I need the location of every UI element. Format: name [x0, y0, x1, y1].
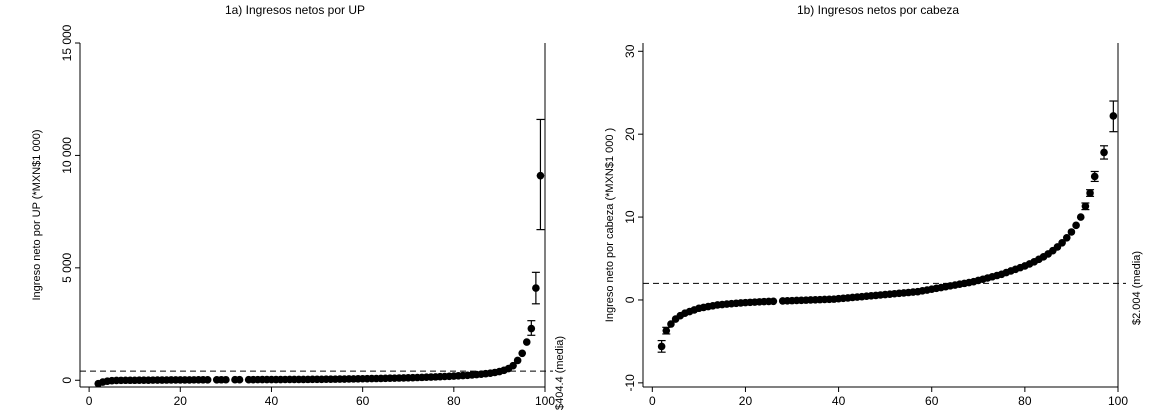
data-point [536, 171, 545, 180]
y-tick-label: 20 [623, 127, 637, 141]
x-tick-label: 20 [174, 394, 188, 408]
y-tick-label: 30 [623, 44, 637, 58]
y-axis-title: Ingreso neto por UP (*MXN$1 000) [31, 130, 43, 301]
mean-reference-label: $404.4 (media) [554, 336, 566, 410]
data-point [1100, 148, 1108, 157]
y-tick-label: 15 000 [60, 24, 74, 61]
data-point [518, 349, 527, 358]
chart-1b: 1b) Ingresos netos por cabeza -10 0 10 20 30 0… [604, 3, 1143, 408]
x-tick-label: 80 [1018, 394, 1032, 408]
data-point [1062, 233, 1071, 242]
x-tick-label: 40 [265, 394, 279, 408]
y-tick-label: 0 [623, 296, 637, 303]
chart-title: 1b) Ingresos netos por cabeza [797, 3, 959, 17]
chart-1a: 1a) Ingresos netos por UP 0 5 000 10 000 15 … [31, 3, 566, 410]
x-tick-label: 0 [649, 394, 656, 408]
data-point [1090, 172, 1099, 181]
data-point [1081, 202, 1090, 211]
data-point [667, 320, 675, 328]
data-point [513, 356, 522, 365]
y-tick-label: 10 [623, 210, 637, 224]
y-tick-label: -10 [623, 374, 637, 392]
x-tick-label: 100 [1108, 394, 1128, 408]
x-tick-label: 60 [925, 394, 939, 408]
data-point [222, 375, 230, 384]
data-point [769, 297, 778, 306]
data-point [203, 376, 212, 384]
data-point [522, 338, 531, 346]
x-tick-label: 0 [86, 394, 93, 408]
data-point [532, 284, 540, 292]
y-tick-label: 0 [60, 377, 74, 384]
x-tick-label: 60 [356, 394, 370, 408]
x-tick-label: 100 [535, 394, 555, 408]
chart-title: 1a) Ingresos netos por UP [225, 3, 365, 17]
y-axis-title: Ingreso neto por cabeza (*MXN$1 000 ) [604, 128, 616, 322]
data-point [1067, 228, 1076, 236]
data-point [1072, 221, 1080, 230]
x-tick-label: 80 [447, 394, 461, 408]
data-point [509, 361, 517, 370]
y-tick-label: 5 000 [60, 252, 74, 282]
data-point [1058, 238, 1066, 247]
data-point [1086, 189, 1094, 197]
data-point [1109, 112, 1118, 120]
data-point [527, 324, 536, 333]
data-point [1076, 213, 1085, 221]
data-point [657, 342, 666, 351]
mean-reference-label: $2.004 (media) [1131, 251, 1143, 325]
data-point [235, 375, 244, 384]
data-point [662, 326, 671, 335]
y-tick-label: 10 000 [60, 137, 74, 174]
x-tick-label: 20 [739, 394, 753, 408]
x-tick-label: 40 [832, 394, 846, 408]
